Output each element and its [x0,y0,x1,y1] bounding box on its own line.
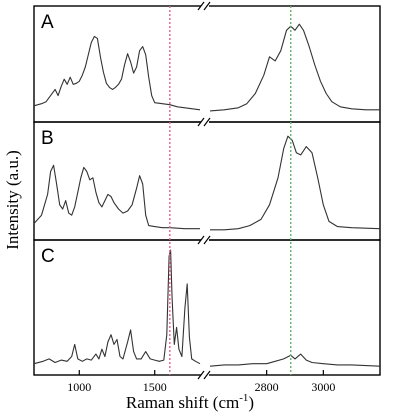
break-gap-0 [201,118,209,126]
panel-label-a: A [41,12,54,33]
break-slash-a-2 [197,370,205,380]
reference-lines [169,6,292,375]
x-tick-label-1-1: 3000 [311,380,335,394]
break-slash-a-1 [197,235,205,245]
break-gap-top [201,2,209,10]
y-axis-title: Intensity (a.u.) [3,150,22,250]
panel-label-b: B [41,128,54,149]
x-tick-label-0-0: 1000 [67,380,91,394]
break-gap-1 [201,236,209,244]
spectrum-c-low [33,249,201,365]
x-axis-title: Raman shift (cm-1) [126,392,254,412]
break-slash-b-2 [203,370,211,380]
spectrum-curves [33,23,381,367]
panel-letters: A B C [41,12,55,267]
break-slash-top-a [197,1,205,11]
spectrum-c-high [209,353,381,367]
x-tick-label-1-0: 2800 [255,380,279,394]
panel-frame-1 [33,121,381,241]
spectrum-b-low [33,164,200,230]
x-ticks: 1000 1500 2800 3000 [67,370,335,394]
break-gap-2 [201,371,209,379]
break-slash-a-0 [197,117,205,127]
spectrum-a-high [209,23,380,112]
break-slash-top-b [203,1,211,11]
panel-frames [33,5,381,376]
x-tick-label-0-1: 1500 [143,380,167,394]
spectrum-b-high [210,135,381,231]
panel-frame-2 [33,239,381,376]
break-slash-b-1 [203,235,211,245]
panel-label-c: C [41,246,55,267]
break-slash-b-0 [203,117,211,127]
spectrum-a-low [33,35,201,111]
axis-breaks [197,1,211,380]
